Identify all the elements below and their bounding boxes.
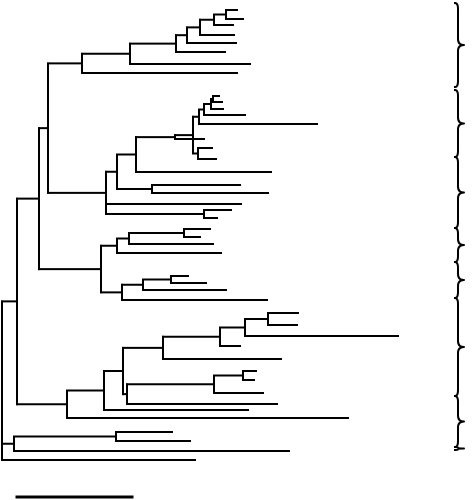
clade-bracket xyxy=(453,296,465,398)
clade-bracket xyxy=(453,394,465,449)
clade-bracket xyxy=(453,88,465,159)
clade-bracket xyxy=(453,445,465,452)
tree-branches xyxy=(1,9,399,461)
clade-bracket xyxy=(453,1,465,89)
clade-bracket xyxy=(453,226,465,264)
clade-brackets xyxy=(453,1,465,452)
clade-bracket xyxy=(453,155,465,230)
clade-bracket xyxy=(453,260,465,300)
